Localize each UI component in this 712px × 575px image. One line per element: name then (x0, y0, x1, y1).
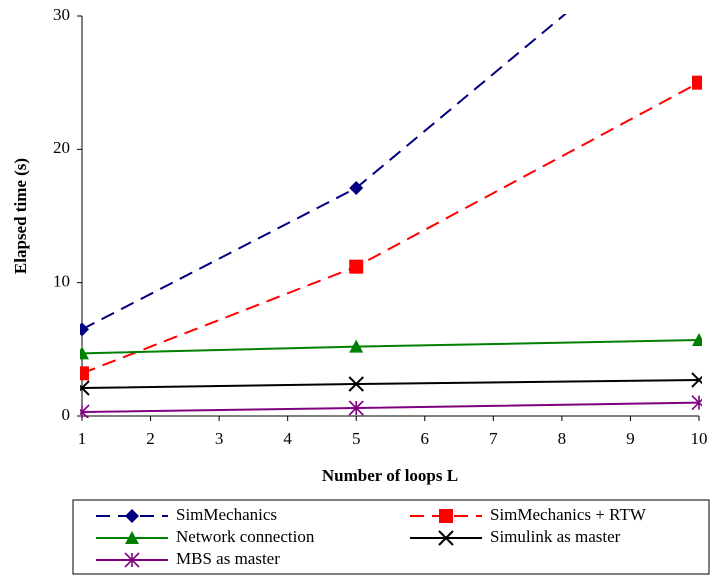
legend-box (72, 499, 710, 575)
marker (348, 376, 364, 392)
y-axis-label: Elapsed time (s) (11, 158, 30, 274)
marker (80, 404, 90, 418)
marker (691, 395, 702, 411)
marker (80, 380, 90, 396)
series-line (81, 81, 700, 375)
legend-marker (125, 509, 139, 523)
legend-marker (125, 531, 139, 544)
x-tick-label: 4 (283, 429, 292, 448)
marker (80, 346, 89, 360)
marker (349, 259, 364, 274)
marker (349, 181, 364, 195)
marker (80, 322, 89, 337)
marker (691, 372, 702, 388)
series-line (81, 339, 700, 355)
marker (349, 339, 364, 353)
x-tick-label: 7 (489, 429, 498, 448)
marker (692, 333, 702, 346)
series-line (81, 401, 700, 413)
y-tick-label: 20 (53, 138, 70, 157)
x-tick-label: 10 (691, 429, 708, 448)
legend-label: MBS as master (176, 549, 280, 568)
marker (80, 366, 89, 381)
legend-label: Simulink as master (490, 527, 621, 546)
y-tick-label: 30 (53, 5, 70, 24)
x-tick-label: 9 (626, 429, 635, 448)
legend-label: Network connection (176, 527, 315, 546)
series-line (81, 379, 700, 389)
y-tick-label: 10 (53, 272, 70, 291)
legend-marker (439, 509, 453, 523)
x-tick-label: 3 (215, 429, 224, 448)
y-tick-label: 0 (62, 405, 71, 424)
x-axis-label: Number of loops L (322, 466, 458, 485)
x-tick-label: 5 (352, 429, 361, 448)
marker (692, 75, 702, 90)
marker (348, 400, 364, 416)
x-tick-label: 6 (421, 429, 430, 448)
x-tick-label: 8 (558, 429, 567, 448)
legend-label: SimMechanics + RTW (490, 505, 647, 524)
series-line (81, 14, 567, 331)
plot-area (80, 14, 702, 418)
x-tick-label: 2 (146, 429, 155, 448)
legend-label: SimMechanics (176, 505, 277, 524)
legend-marker (438, 530, 454, 546)
x-tick-label: 1 (78, 429, 87, 448)
legend-marker (124, 552, 140, 568)
